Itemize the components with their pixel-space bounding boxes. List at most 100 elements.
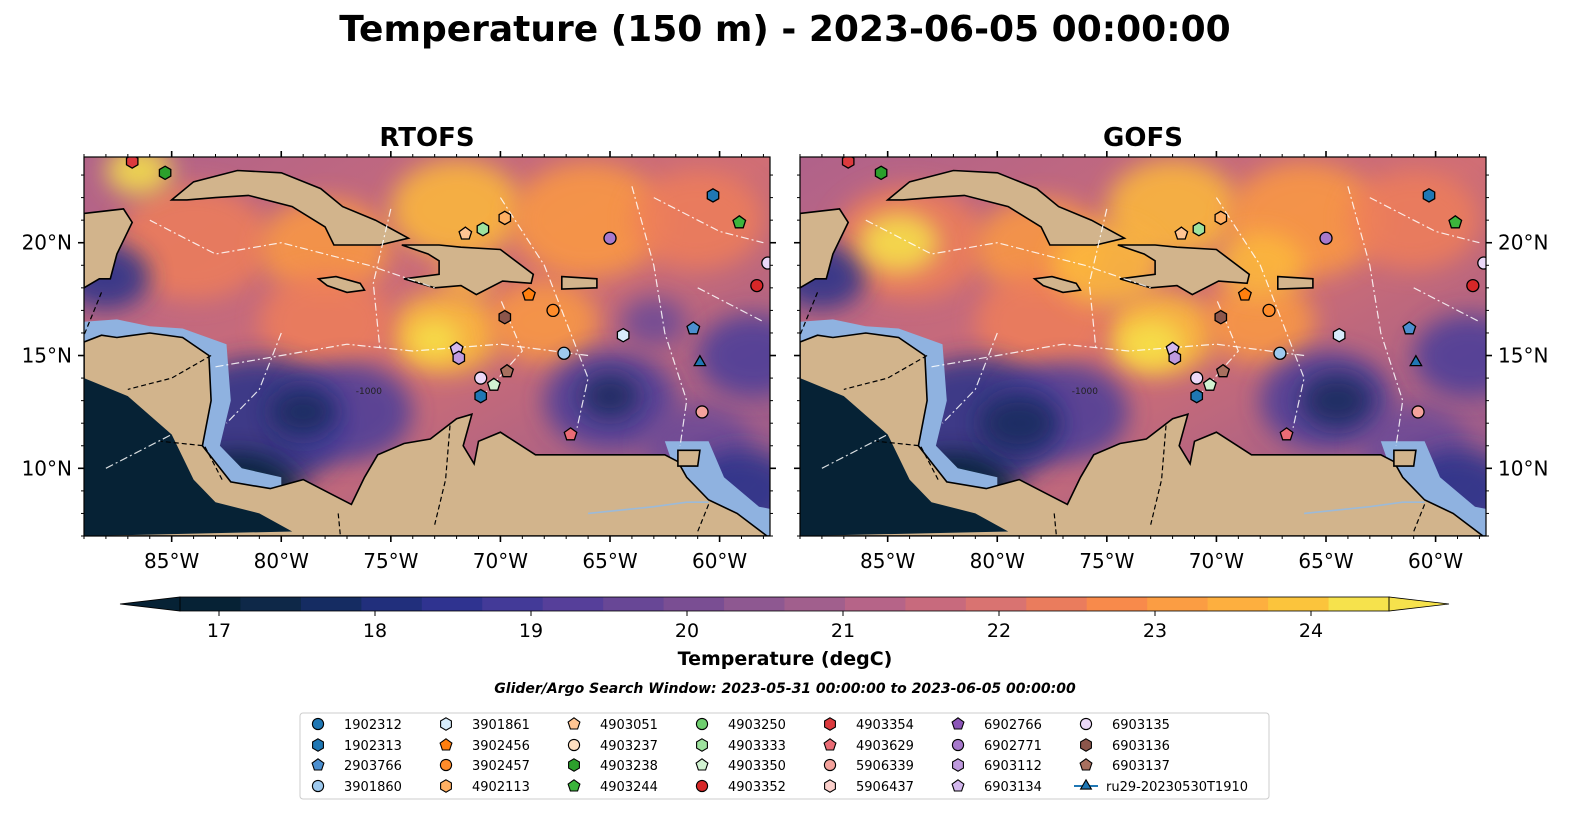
legend-marker — [440, 717, 452, 731]
float-marker — [1192, 221, 1206, 237]
x-tick-label: 80°W — [254, 549, 309, 573]
country-border — [697, 504, 710, 532]
country-border — [127, 354, 212, 390]
eez-boundary — [865, 219, 1151, 289]
land-mass — [1277, 275, 1314, 290]
legend-marker — [439, 738, 453, 751]
legend-marker — [311, 758, 325, 771]
field-blob — [1301, 374, 1373, 427]
float-marker — [1262, 303, 1276, 318]
legend-label: 1902312 — [344, 718, 402, 733]
x-tick-label: 70°W — [1189, 549, 1244, 573]
float-marker — [603, 231, 617, 245]
legend-label: 6903112 — [984, 759, 1042, 774]
field-blob — [1205, 280, 1316, 363]
field-blob — [979, 393, 1059, 453]
eez-boundary — [1088, 208, 1108, 349]
float-marker — [1411, 405, 1425, 419]
colorbar-tick-label: 18 — [363, 620, 387, 642]
float-marker — [686, 321, 701, 335]
colorbar-tick-label: 20 — [675, 620, 699, 642]
legend-label: 4903354 — [856, 718, 914, 733]
legend-marker — [567, 717, 581, 730]
colorbar-tick-label: 24 — [1299, 620, 1323, 642]
colorbar-segment — [663, 597, 725, 611]
float-marker — [557, 346, 571, 360]
colorbar-segment — [724, 597, 786, 611]
float-marker — [1190, 371, 1204, 385]
float-marker — [695, 405, 709, 419]
legend-marker — [311, 779, 325, 793]
float-marker — [125, 157, 139, 169]
pacific-field — [800, 378, 1009, 536]
river — [1304, 501, 1425, 515]
float-marker — [1202, 377, 1217, 391]
legend-marker — [951, 779, 965, 792]
field-blob — [581, 374, 639, 418]
legend-marker — [696, 738, 708, 752]
eez-boundary — [697, 287, 764, 323]
x-tick-label: 85°W — [144, 549, 199, 573]
panel-rtofs: RTOFS -1000 85°W 80°W 75°W 70°W 65°W 60°W 20°N 15… — [22, 123, 776, 573]
colorbar-segment — [361, 597, 423, 611]
river — [588, 501, 709, 515]
land-mass — [316, 275, 366, 294]
legend: 1902312 1902313 2903766 3901860 3901861 39024… — [299, 712, 1270, 800]
eez-boundary — [1347, 186, 1404, 446]
land-mass — [1393, 449, 1417, 467]
legend-label: ru29-20230530T1910 — [1106, 780, 1248, 795]
legend-frame — [299, 712, 1270, 800]
land-mass — [169, 169, 411, 246]
float-marker — [1190, 388, 1204, 404]
field-blob — [270, 387, 337, 437]
legend-label: 2903766 — [344, 759, 402, 774]
float-marker — [1214, 210, 1228, 226]
eez-boundary — [215, 343, 589, 368]
map-frame — [799, 156, 1487, 537]
legend-label: 5906437 — [856, 780, 914, 795]
eez-boundary — [226, 332, 282, 424]
float-marker — [706, 188, 720, 203]
colorbar-segment — [180, 597, 242, 611]
legend-marker — [568, 758, 580, 772]
colorbar-segment — [300, 597, 362, 611]
legend-marker — [440, 779, 452, 793]
eez-boundary — [631, 186, 688, 446]
float-marker — [1319, 231, 1333, 245]
colorbar-tick-label: 23 — [1143, 620, 1167, 642]
pacific-field — [84, 378, 293, 536]
legend-label: 4903629 — [856, 739, 914, 754]
legend-label: 3901860 — [344, 780, 402, 795]
float-marker — [474, 371, 488, 385]
figure-title: Temperature (150 m) - 2023-06-05 00:00:0… — [339, 9, 1230, 50]
legend-label: 4902113 — [472, 780, 530, 795]
country-border — [160, 440, 223, 480]
float-marker — [498, 210, 512, 226]
float-marker — [521, 287, 536, 301]
float-marker — [732, 214, 747, 229]
eez-boundary — [821, 433, 888, 469]
colorbar-segment — [1328, 597, 1390, 611]
float-marker — [1402, 321, 1417, 335]
legend-label: 5906339 — [856, 759, 914, 774]
country-border — [843, 354, 928, 390]
colorbar-segment — [965, 597, 1027, 611]
float-marker — [1448, 214, 1463, 229]
float-marker — [874, 165, 888, 181]
field-blob — [620, 297, 687, 347]
x-tick-label: 60°W — [692, 549, 747, 573]
country-border — [1413, 504, 1426, 532]
colorbar-segment — [1147, 597, 1209, 611]
float-marker — [750, 278, 764, 293]
colorbar: 17 18 19 20 21 22 23 24 — [119, 596, 1450, 642]
float-marker — [1237, 287, 1252, 301]
colorbar-segment — [844, 597, 906, 611]
legend-label: 1902313 — [344, 739, 402, 754]
colorbar-segment — [905, 597, 967, 611]
field-blob — [489, 280, 600, 363]
float-marker — [476, 221, 490, 237]
legend-marker — [951, 738, 965, 752]
legend-label: 4903238 — [600, 759, 658, 774]
float-marker — [1409, 354, 1423, 367]
colorbar-segment — [542, 597, 604, 611]
